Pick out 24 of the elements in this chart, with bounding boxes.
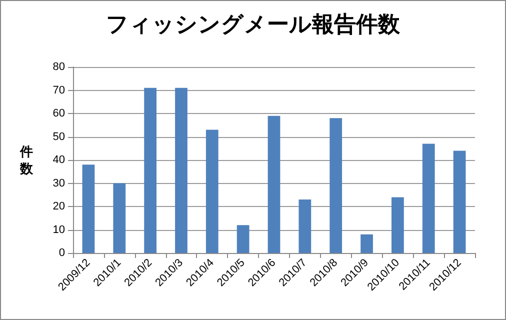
- bar: [330, 118, 342, 253]
- bar: [206, 130, 218, 253]
- y-axis-title: 件数: [19, 144, 34, 176]
- bar: [82, 164, 95, 253]
- y-tick-label: 50: [52, 130, 65, 143]
- y-tick-label: 20: [52, 200, 65, 212]
- bar: [268, 116, 280, 253]
- bar: [422, 144, 435, 253]
- y-tick-label: 0: [58, 247, 65, 259]
- chart-title: フィッシングメール報告件数: [106, 12, 401, 38]
- y-tick-label: 80: [52, 61, 65, 73]
- y-tick-label: 70: [52, 84, 65, 96]
- y-tick-label: 60: [52, 108, 65, 120]
- bar: [236, 225, 250, 253]
- bar: [113, 183, 126, 253]
- bar: [298, 200, 312, 253]
- bar: [175, 88, 188, 253]
- bar: [392, 197, 404, 253]
- y-tick-label: 30: [52, 177, 65, 190]
- bar: [144, 88, 156, 253]
- bar: [360, 234, 373, 253]
- y-tick-label: 40: [52, 154, 65, 166]
- bar: [453, 150, 466, 253]
- y-tick-label: 10: [52, 224, 65, 236]
